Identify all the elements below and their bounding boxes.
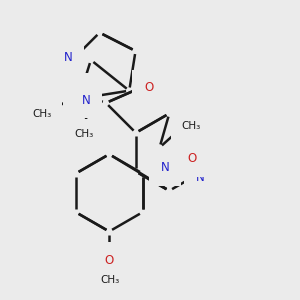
Text: O: O — [144, 81, 153, 94]
Text: O: O — [105, 254, 114, 267]
Text: O: O — [187, 152, 196, 165]
Text: N: N — [82, 94, 91, 107]
Text: N: N — [160, 161, 169, 174]
Text: CH₃: CH₃ — [32, 109, 51, 118]
Text: CH₃: CH₃ — [74, 130, 94, 140]
Text: N: N — [196, 171, 205, 184]
Text: CH₃: CH₃ — [101, 274, 120, 285]
Text: CH₃: CH₃ — [181, 121, 200, 131]
Text: N: N — [64, 51, 72, 64]
Text: N: N — [75, 85, 83, 98]
